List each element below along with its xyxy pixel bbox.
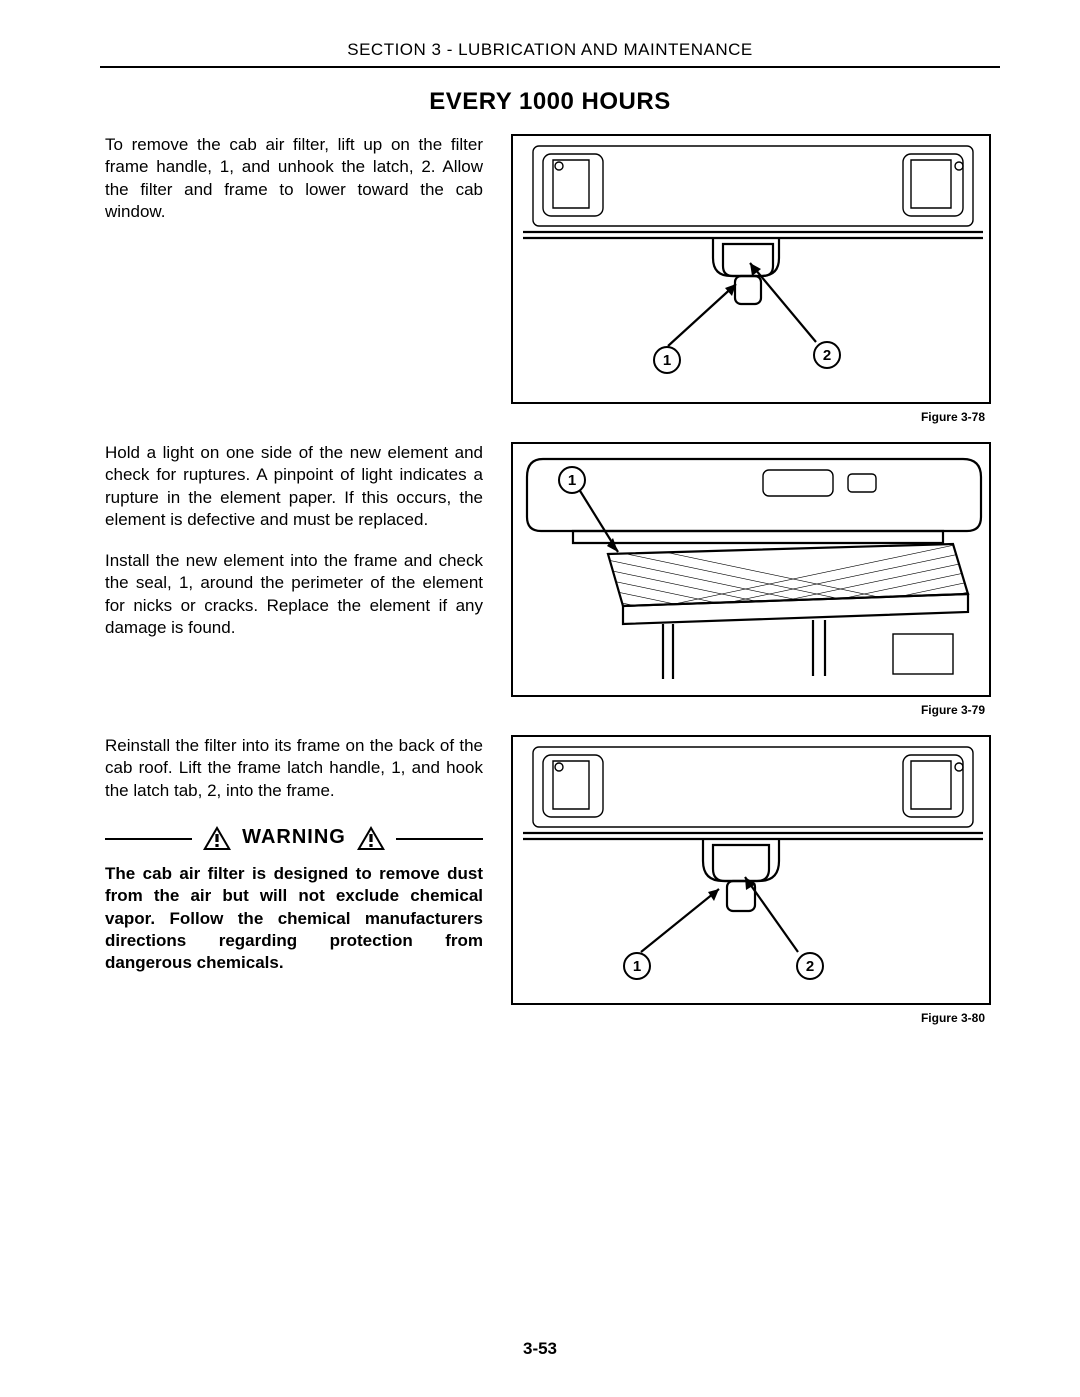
header-rule: [100, 66, 1000, 68]
figure-column: 1 Figure 3-79: [511, 442, 991, 717]
figure-box: 1 2: [511, 735, 991, 1005]
warning-rule: [105, 838, 192, 840]
figure-illustration: [513, 136, 993, 406]
callout-circle: 1: [653, 346, 681, 374]
page-number: 3-53: [0, 1339, 1080, 1359]
content-block: Hold a light on one side of the new elem…: [105, 442, 995, 717]
paragraph: Hold a light on one side of the new elem…: [105, 442, 483, 532]
warning-rule: [396, 838, 483, 840]
figure-box: 1 2: [511, 134, 991, 404]
text-column: Reinstall the filter into its frame on t…: [105, 735, 483, 975]
figure-illustration: [513, 737, 993, 1007]
callout-circle: 2: [796, 952, 824, 980]
content-block: To remove the cab air filter, lift up on…: [105, 134, 995, 424]
warning-header: WARNING: [105, 824, 483, 850]
callout-circle: 1: [623, 952, 651, 980]
content-block: Reinstall the filter into its frame on t…: [105, 735, 995, 1025]
paragraph: Reinstall the filter into its frame on t…: [105, 735, 483, 802]
callout-circle: 1: [558, 466, 586, 494]
paragraph: Install the new element into the frame a…: [105, 550, 483, 640]
figure-caption: Figure 3-78: [921, 410, 985, 424]
figure-column: 1 2 Figure 3-78: [511, 134, 991, 424]
text-column: Hold a light on one side of the new elem…: [105, 442, 483, 658]
callout-circle: 2: [813, 341, 841, 369]
warning-triangle-icon: [356, 825, 386, 851]
manual-page: SECTION 3 - LUBRICATION AND MAINTENANCE …: [0, 0, 1080, 1397]
paragraph: To remove the cab air filter, lift up on…: [105, 134, 483, 224]
figure-column: 1 2 Figure 3-80: [511, 735, 991, 1025]
warning-body: The cab air filter is designed to remove…: [105, 863, 483, 975]
page-title: EVERY 1000 HOURS: [105, 88, 995, 116]
text-column: To remove the cab air filter, lift up on…: [105, 134, 483, 242]
section-header: SECTION 3 - LUBRICATION AND MAINTENANCE: [105, 40, 995, 66]
warning-triangle-icon: [202, 825, 232, 851]
figure-box: 1: [511, 442, 991, 697]
warning-label: WARNING: [242, 824, 346, 850]
figure-caption: Figure 3-80: [921, 1011, 985, 1025]
figure-caption: Figure 3-79: [921, 703, 985, 717]
